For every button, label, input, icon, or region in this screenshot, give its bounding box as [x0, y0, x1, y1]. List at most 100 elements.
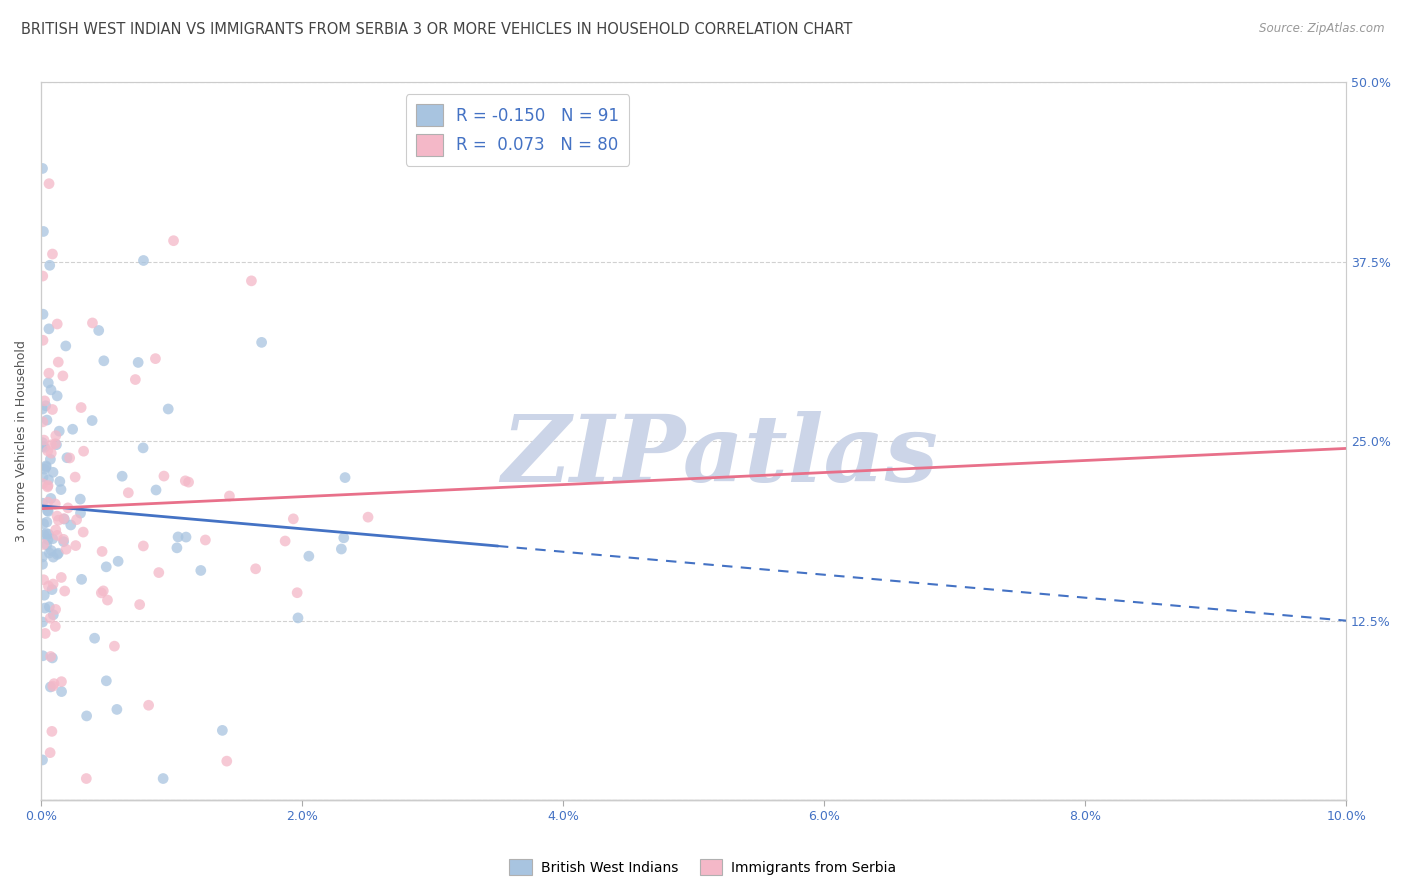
Point [51, 684, 73, 698]
Point [32, 307, 55, 321]
Point [39, 611, 62, 625]
Point [49, 475, 72, 489]
Point [63, 470, 86, 484]
Point [90, 586, 112, 600]
Point [357, 510, 380, 524]
Point [153, 469, 176, 483]
Point [39, 746, 62, 760]
Point [103, 639, 125, 653]
Point [38, 177, 60, 191]
Point [166, 541, 188, 555]
Point [31, 161, 53, 176]
Point [76, 709, 98, 723]
Point [37, 480, 59, 494]
Point [37, 504, 59, 518]
Point [70, 573, 93, 587]
Point [174, 474, 197, 488]
Point [44, 436, 66, 450]
Point [31, 402, 53, 417]
Point [44, 497, 66, 511]
Point [167, 530, 190, 544]
Point [35, 526, 58, 541]
Point [55, 339, 77, 353]
Point [285, 585, 308, 599]
Point [56, 500, 79, 515]
Point [330, 541, 353, 556]
Point [31, 476, 53, 491]
Point [82, 316, 104, 330]
Point [152, 772, 174, 786]
Point [39, 680, 62, 694]
Point [39, 491, 62, 506]
Point [42, 676, 65, 690]
Point [42, 465, 65, 479]
Point [37, 495, 59, 509]
Point [32, 537, 55, 551]
Point [37, 527, 59, 541]
Point [42, 607, 65, 622]
Y-axis label: 3 or more Vehicles in Household: 3 or more Vehicles in Household [15, 341, 28, 542]
Text: Source: ZipAtlas.com: Source: ZipAtlas.com [1260, 22, 1385, 36]
Point [32, 588, 55, 602]
Point [41, 582, 63, 597]
Point [287, 611, 309, 625]
Point [37, 533, 59, 547]
Point [128, 598, 150, 612]
Point [55, 542, 77, 557]
Point [49, 483, 72, 497]
Point [332, 531, 354, 545]
Point [51, 674, 73, 689]
Point [45, 438, 67, 452]
Point [39, 649, 62, 664]
Point [31, 753, 53, 767]
Point [38, 366, 60, 380]
Point [35, 458, 58, 473]
Point [52, 368, 75, 383]
Point [56, 450, 79, 465]
Point [62, 422, 84, 436]
Point [59, 450, 82, 465]
Point [215, 754, 238, 768]
Point [107, 554, 129, 568]
Point [46, 389, 69, 403]
Point [138, 698, 160, 713]
Point [48, 546, 70, 560]
Point [111, 469, 134, 483]
Point [124, 372, 146, 386]
Point [46, 355, 69, 369]
Point [283, 512, 305, 526]
Point [105, 702, 128, 716]
Legend: R = -0.150   N = 91, R =  0.073   N = 80: R = -0.150 N = 91, R = 0.073 N = 80 [406, 95, 628, 166]
Point [31, 415, 53, 429]
Point [194, 533, 217, 547]
Point [70, 401, 93, 415]
Point [145, 351, 167, 366]
Point [31, 435, 53, 450]
Point [72, 525, 94, 540]
Point [66, 513, 89, 527]
Point [31, 496, 53, 510]
Point [162, 234, 184, 248]
Point [132, 253, 155, 268]
Point [35, 460, 58, 475]
Point [31, 549, 53, 564]
Point [52, 534, 75, 549]
Point [31, 558, 53, 572]
Point [31, 268, 53, 283]
Point [218, 489, 240, 503]
Point [41, 532, 63, 546]
Point [32, 433, 55, 447]
Point [37, 503, 59, 517]
Point [52, 511, 75, 525]
Point [31, 648, 53, 663]
Point [65, 539, 87, 553]
Point [52, 533, 75, 547]
Point [117, 485, 139, 500]
Point [91, 583, 114, 598]
Point [35, 399, 58, 413]
Point [72, 444, 94, 458]
Point [51, 570, 73, 584]
Point [157, 402, 180, 417]
Point [46, 548, 69, 562]
Point [45, 428, 67, 442]
